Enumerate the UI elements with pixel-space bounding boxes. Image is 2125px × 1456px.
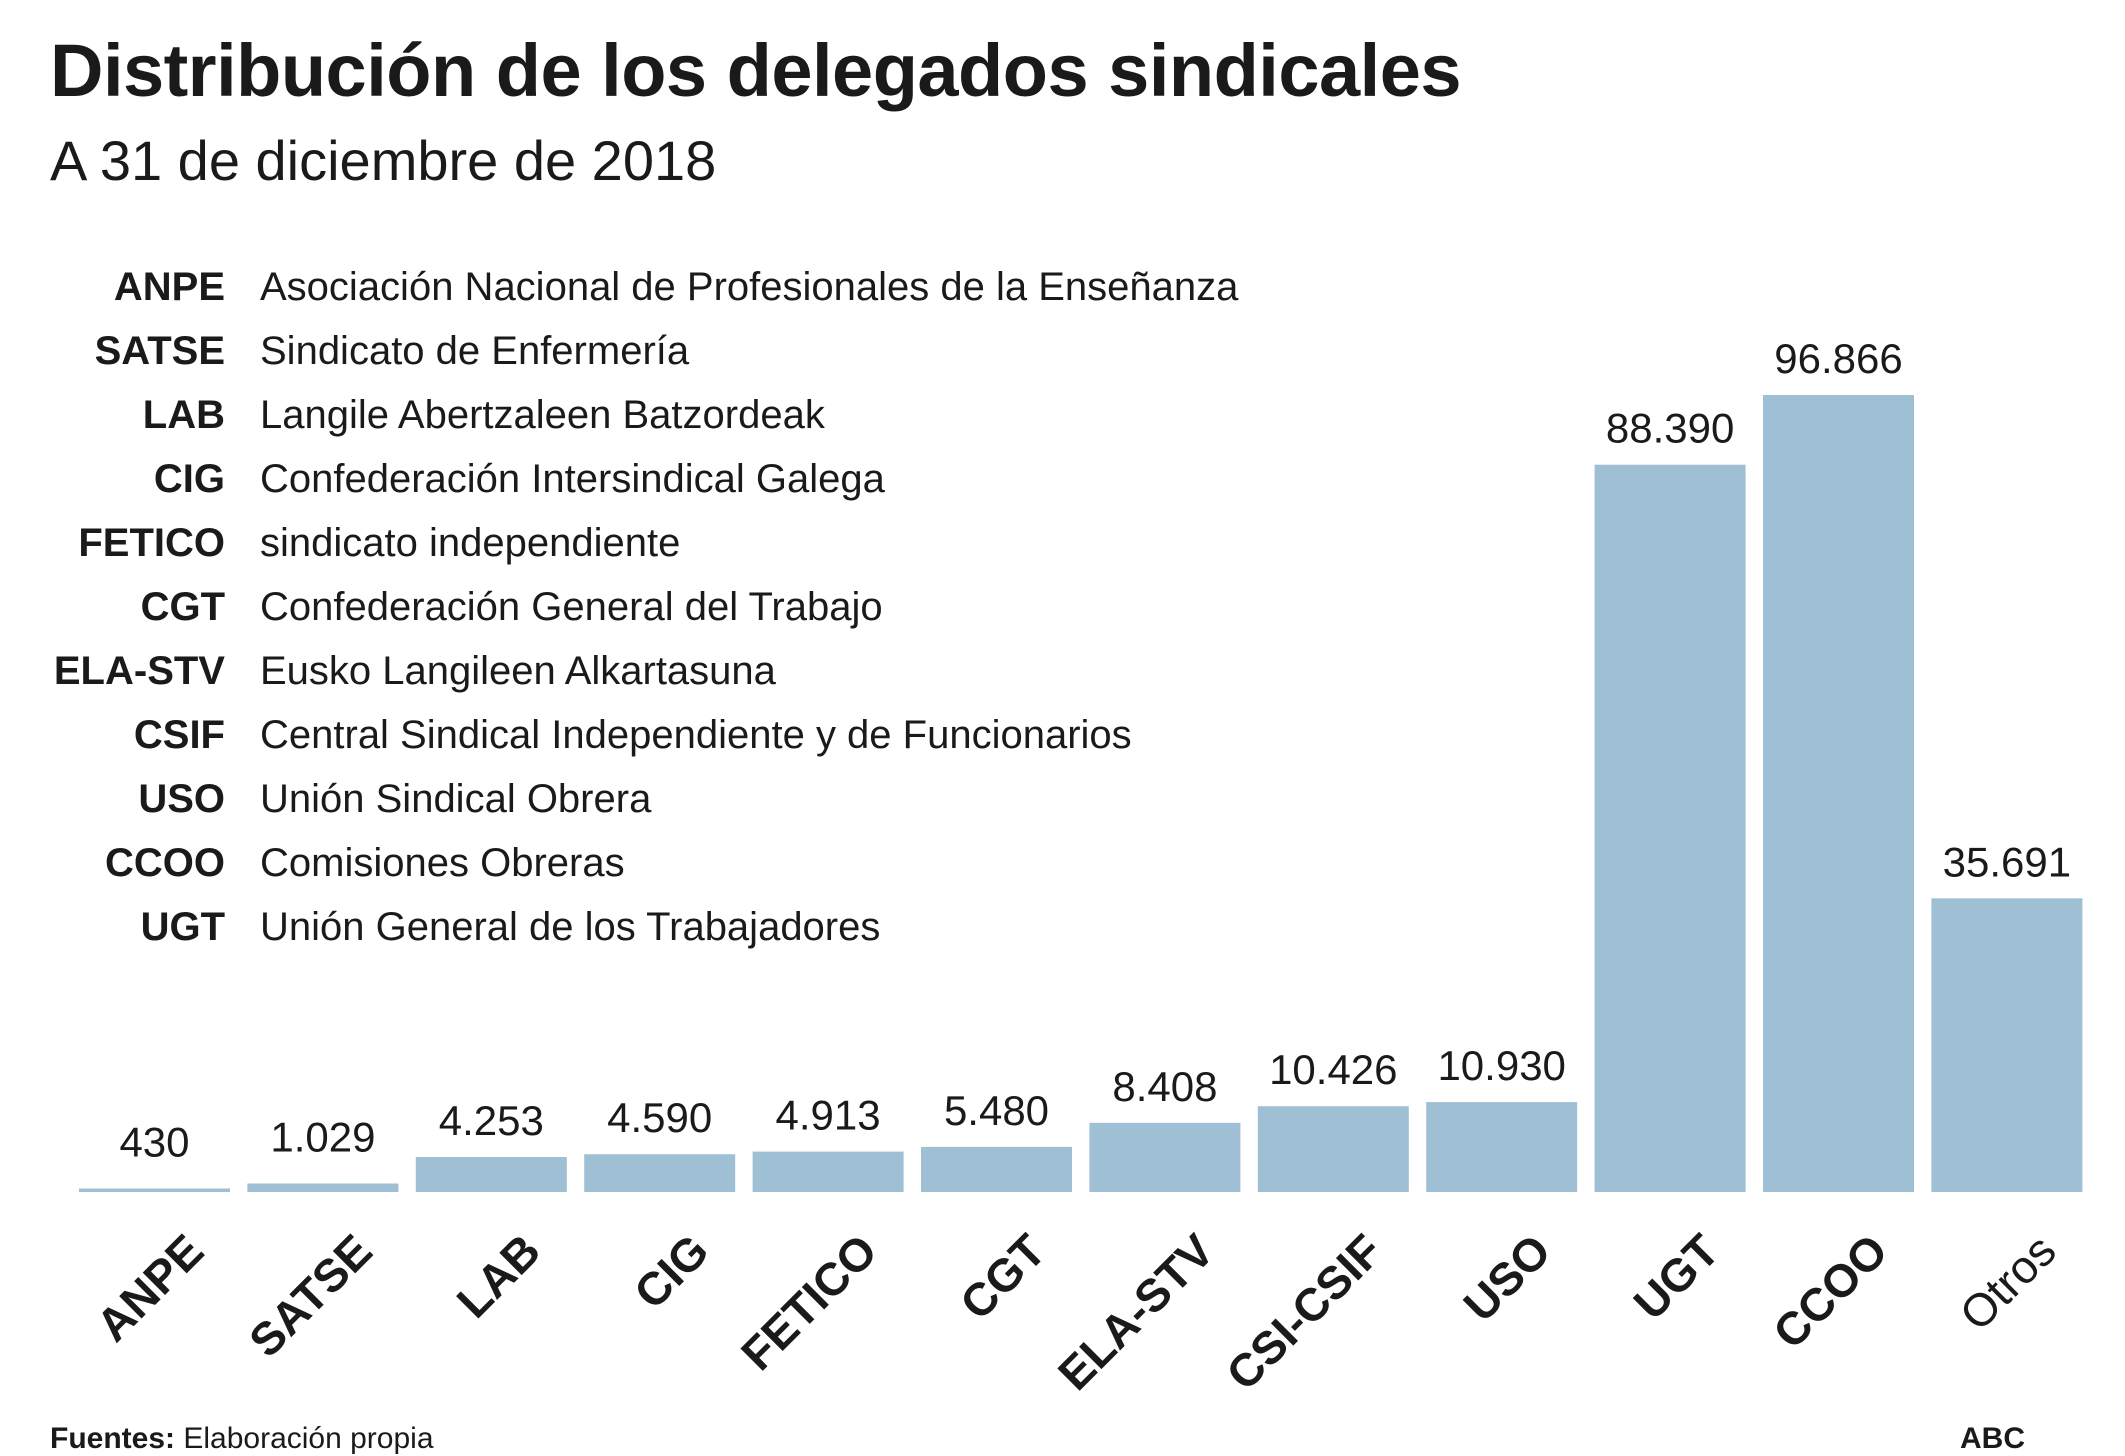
legend-abbreviation: CIG (153, 457, 225, 501)
category-label: LAB (447, 1224, 551, 1328)
legend-full-name: Langile Abertzaleen Batzordeak (260, 393, 825, 437)
value-label: 35.691 (1943, 838, 2071, 885)
category-label: Otros (1949, 1224, 2065, 1340)
bar-otros (1931, 898, 2083, 1192)
category-label: UGT (1623, 1224, 1728, 1329)
legend-abbreviation: ELA-STV (53, 649, 225, 693)
legend-full-name: sindicato independiente (260, 521, 681, 565)
legend-abbreviation: UGT (140, 905, 225, 949)
legend-abbreviation: CSIF (133, 713, 225, 757)
category-label: ANPE (86, 1224, 213, 1351)
legend-abbreviation: CGT (140, 585, 225, 629)
legend-abbreviation: USO (138, 777, 225, 821)
bar-satse (247, 1183, 399, 1192)
bar-fetico (752, 1151, 904, 1192)
category-label: CCOO (1763, 1224, 1897, 1358)
bar-ela-stv (1089, 1122, 1241, 1192)
legend-full-name: Central Sindical Independiente y de Func… (260, 713, 1132, 757)
source-text: Elaboración propia (175, 1422, 434, 1455)
category-label: ELA-STV (1048, 1224, 1224, 1400)
bar-csi-csif (1257, 1106, 1409, 1192)
bar-uso (1426, 1102, 1578, 1192)
value-label: 5.480 (944, 1087, 1049, 1134)
category-label: CGT (950, 1224, 1055, 1329)
category-label: CIG (624, 1224, 719, 1319)
legend-abbreviation: ANPE (113, 265, 225, 309)
legend-full-name: Confederación General del Trabajo (260, 585, 883, 629)
category-label: USO (1453, 1224, 1560, 1331)
value-label: 10.426 (1269, 1046, 1397, 1093)
legend-abbreviation: LAB (142, 393, 225, 437)
legend-full-name: Confederación Intersindical Galega (260, 457, 885, 501)
bar-cgt (921, 1146, 1072, 1192)
value-label: 430 (119, 1119, 189, 1166)
value-label: 4.253 (439, 1097, 544, 1144)
category-label: FETICO (731, 1224, 887, 1380)
brand-logo: ABC (1960, 1422, 2025, 1455)
value-label: 8.408 (1112, 1063, 1217, 1110)
value-label: 88.390 (1606, 405, 1734, 452)
category-label: SATSE (239, 1224, 382, 1367)
value-label: 10.930 (1437, 1042, 1565, 1089)
legend-full-name: Sindicato de Enfermería (260, 329, 690, 373)
value-label: 4.913 (776, 1092, 881, 1139)
legend-abbreviation: FETICO (78, 521, 225, 565)
value-label: 4.590 (607, 1094, 712, 1141)
value-label: 96.866 (1774, 335, 1902, 382)
legend-full-name: Unión Sindical Obrera (260, 777, 652, 821)
legend-full-name: Comisiones Obreras (260, 841, 625, 885)
chart-subtitle: A 31 de diciembre de 2018 (50, 129, 717, 192)
bar-ccoo (1763, 395, 1914, 1192)
bar-ugt (1594, 464, 1746, 1192)
source-note: Fuentes: Elaboración propia (50, 1422, 434, 1456)
legend-abbreviation: SATSE (94, 329, 225, 373)
legend-full-name: Unión General de los Trabajadores (260, 905, 881, 949)
source-label: Fuentes: (50, 1422, 176, 1455)
value-label: 1.029 (270, 1114, 375, 1161)
bar-lab (415, 1157, 567, 1192)
legend-full-name: Eusko Langileen Alkartasuna (260, 649, 776, 693)
chart-title: Distribución de los delegados sindicales (50, 29, 1462, 112)
bar-anpe (79, 1188, 230, 1192)
category-label: CSI-CSIF (1216, 1224, 1392, 1400)
legend-abbreviation: CCOO (105, 841, 225, 885)
bar-cig (584, 1154, 736, 1192)
legend-full-name: Asociación Nacional de Profesionales de … (260, 265, 1239, 309)
